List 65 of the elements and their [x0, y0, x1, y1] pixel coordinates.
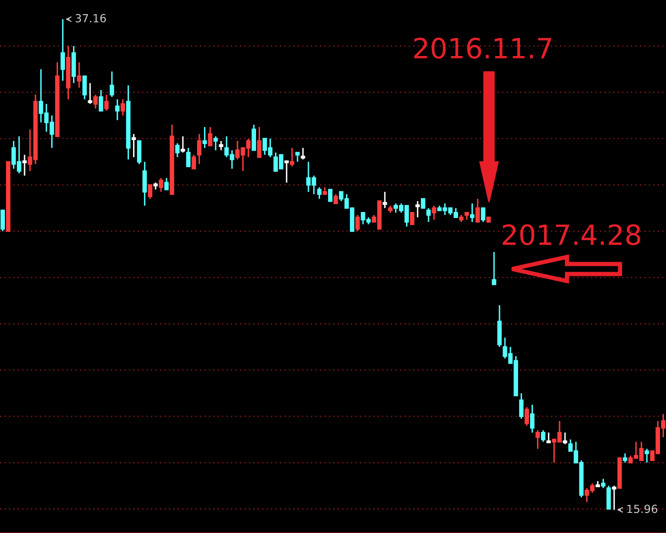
- annotation: 15.96: [627, 504, 658, 514]
- candlestick: [519, 392, 524, 420]
- candlestick: [355, 214, 360, 232]
- candlestick: [76, 62, 82, 88]
- candlestick: [426, 207, 431, 223]
- candlestick: [546, 432, 551, 444]
- candlestick: [197, 133, 202, 165]
- candlestick: [137, 140, 142, 165]
- candlestick: [562, 432, 568, 445]
- candlestick: [382, 191, 388, 209]
- candlestick: [612, 485, 616, 511]
- candlestick: [142, 161, 147, 206]
- candlestick: [606, 485, 611, 510]
- annotation: 37.16: [76, 14, 106, 22]
- candlestick: [72, 45, 76, 84]
- candlestick: [98, 89, 104, 112]
- candlestick: [524, 406, 529, 426]
- candlestick: [180, 136, 186, 154]
- candlestick: [93, 94, 98, 110]
- candlestick: [213, 136, 218, 151]
- candlestick: [104, 94, 109, 112]
- candlestick: [497, 304, 502, 348]
- candlestick: [158, 177, 164, 193]
- candlestick: [218, 140, 224, 151]
- candlestick: [295, 152, 300, 162]
- candlestick: [415, 200, 420, 218]
- candlestick: [164, 177, 169, 190]
- candlestick: [22, 154, 27, 176]
- candlestick: [530, 404, 534, 434]
- candlestick: [300, 147, 306, 160]
- candlestick: [470, 202, 474, 223]
- candlestick: [601, 478, 606, 489]
- candlestick: [82, 75, 87, 100]
- candlestick: [88, 82, 92, 105]
- candlestick: [110, 70, 114, 98]
- candlestick: [432, 205, 436, 220]
- candlestick: [148, 184, 152, 200]
- candlestick: [175, 142, 180, 158]
- candlestick: [257, 126, 262, 158]
- candlestick: [0, 210, 5, 232]
- candlestick: [186, 147, 191, 168]
- candlestick: [622, 452, 628, 464]
- candlestick: [208, 126, 212, 146]
- candlestick: [410, 212, 414, 225]
- candlestick: [492, 251, 496, 286]
- candlestick: [202, 126, 207, 149]
- annotation: 2017.4.28: [502, 224, 640, 246]
- candlestick: [132, 133, 136, 158]
- candlestick: [475, 198, 480, 223]
- candlestick: [115, 98, 120, 121]
- candlestick: [317, 186, 322, 200]
- candlestick: [290, 147, 294, 168]
- candlestick: [540, 430, 546, 443]
- candlestick: [328, 188, 332, 202]
- candlestick: [480, 207, 486, 223]
- candlestick: [60, 18, 65, 82]
- candlestick: [536, 430, 540, 450]
- candlestick: [252, 124, 256, 151]
- candlestick: [192, 154, 196, 170]
- candlestick: [420, 198, 426, 209]
- candlestick: [120, 98, 126, 116]
- candlestick: [284, 160, 289, 184]
- candlestick: [644, 448, 650, 464]
- candlestick: [334, 193, 338, 204]
- annotation: 2016.11.7: [414, 38, 552, 59]
